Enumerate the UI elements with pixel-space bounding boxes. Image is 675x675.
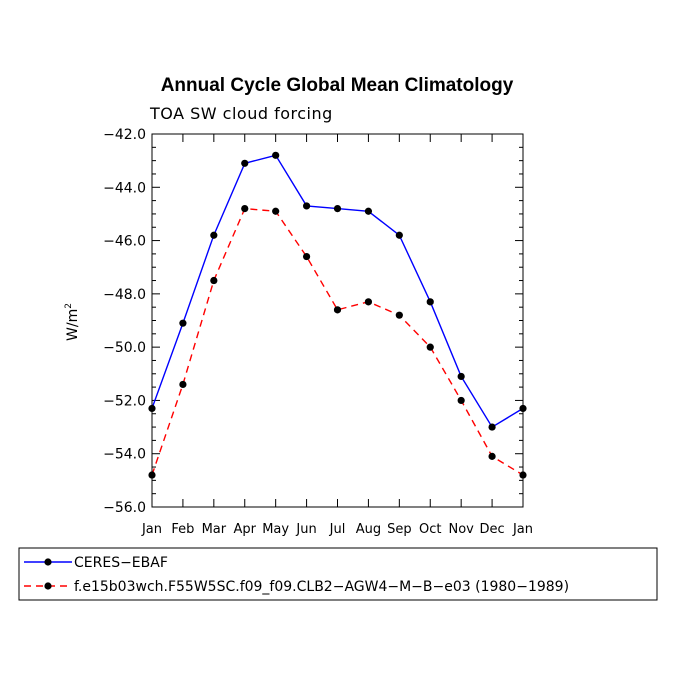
series-1-point [272, 151, 280, 159]
series-1-point [457, 372, 465, 381]
x-axis: Jan Feb Mar Apr May Jun Jul Aug Sep Oct Nov Dec Jan [141, 134, 533, 537]
series-2-point [179, 380, 187, 389]
series-1-point [241, 159, 249, 167]
legend-marker-1 [44, 558, 52, 566]
legend-label-2: f.e15b03wch.F55W5SC.f09_f09.CLB2−AGW4−M−… [74, 579, 569, 595]
legend-label-1: CERES−EBAF [74, 555, 168, 571]
series-2-point [302, 252, 311, 261]
x-tick-label: Jan [512, 522, 533, 537]
chart-title: Annual Cycle Global Mean Climatology [161, 75, 514, 96]
x-tick-label: Mar [202, 522, 227, 537]
y-tick-label: −54.0 [103, 447, 146, 463]
y-axis: −42.0 −44.0 −46.0 −48.0 −50.0 −52.0 −54.0 −56.0 [103, 127, 523, 516]
series-1-point [395, 231, 403, 239]
x-tick-label: Dec [480, 522, 505, 537]
x-tick-label: Jan [141, 522, 162, 537]
y-tick-label: −52.0 [103, 393, 146, 409]
series-1-point [426, 298, 434, 306]
x-tick-label: Aug [356, 522, 381, 537]
x-tick-label: Jul [329, 522, 346, 537]
series-2-point [272, 207, 280, 215]
x-tick-label: Nov [448, 522, 474, 537]
series-layer [148, 151, 527, 479]
chart-subtitle: TOA SW cloud forcing [149, 104, 333, 123]
x-tick-label: Oct [419, 522, 441, 537]
series-2-point [519, 471, 527, 479]
series-1-point [488, 423, 496, 431]
x-tick-label: Sep [387, 522, 412, 537]
series-1-point [179, 319, 187, 327]
plot-frame [151, 133, 524, 508]
y-tick-label: −42.0 [103, 127, 146, 143]
series-2-point [210, 276, 218, 285]
series-1-point [519, 404, 527, 413]
series-line-2 [151, 207, 524, 476]
x-tick-label: Jun [295, 522, 316, 537]
legend: CERES−EBAF f.e15b03wch.F55W5SC.f09_f09.CL… [24, 555, 569, 595]
series-2-point [457, 396, 465, 405]
series-1-point [302, 202, 311, 210]
series-2-point [395, 311, 403, 319]
series-line-1 [151, 154, 524, 429]
y-tick-label: −44.0 [103, 180, 146, 196]
y-tick-label: −50.0 [103, 340, 146, 356]
series-1-point [210, 231, 218, 239]
y-axis-label-exponent: 2 [64, 303, 74, 309]
y-tick-label: −56.0 [103, 500, 146, 516]
series-2-point [148, 471, 156, 479]
x-tick-label: Apr [234, 522, 257, 537]
series-1-point [148, 404, 156, 413]
series-2-point [241, 205, 249, 213]
y-axis-label: W/m2 [64, 303, 81, 341]
series-1-point [364, 207, 373, 215]
legend-box [18, 547, 658, 601]
series-1-point [333, 205, 342, 213]
legend-marker-2 [44, 582, 52, 590]
series-2-point [364, 298, 373, 306]
series-2-point [333, 306, 342, 314]
y-tick-label: −48.0 [103, 287, 146, 303]
y-tick-label: −46.0 [103, 234, 146, 250]
y-axis-label-unit: W/m [65, 309, 81, 341]
x-tick-label: Feb [171, 522, 194, 537]
x-tick-label: May [262, 522, 289, 537]
series-2-point [488, 452, 496, 460]
series-2-point [426, 343, 434, 351]
